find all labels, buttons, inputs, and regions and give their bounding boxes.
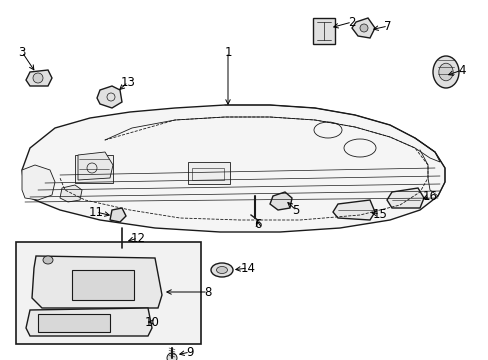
Polygon shape <box>386 188 423 208</box>
Polygon shape <box>22 165 55 200</box>
Text: 10: 10 <box>144 315 159 328</box>
Ellipse shape <box>33 73 43 83</box>
Ellipse shape <box>359 24 367 32</box>
Text: 4: 4 <box>457 63 465 77</box>
Text: 13: 13 <box>121 76 135 89</box>
Ellipse shape <box>43 256 53 264</box>
Text: 15: 15 <box>372 207 386 220</box>
Polygon shape <box>78 152 113 180</box>
Ellipse shape <box>167 353 177 360</box>
Ellipse shape <box>216 266 227 274</box>
Polygon shape <box>26 308 152 336</box>
Text: 1: 1 <box>224 45 231 58</box>
Bar <box>192 168 224 180</box>
Bar <box>75 155 113 183</box>
Text: 11: 11 <box>88 206 103 219</box>
Ellipse shape <box>210 263 232 277</box>
Text: 5: 5 <box>292 203 299 216</box>
Text: 9: 9 <box>186 346 193 359</box>
Polygon shape <box>26 70 52 86</box>
Bar <box>187 162 229 184</box>
Polygon shape <box>22 105 444 232</box>
Text: 3: 3 <box>18 45 26 58</box>
Bar <box>312 18 334 44</box>
Polygon shape <box>269 192 291 210</box>
Text: 7: 7 <box>384 19 391 32</box>
Bar <box>72 270 134 300</box>
Text: 2: 2 <box>347 15 355 28</box>
Text: 6: 6 <box>254 217 261 230</box>
Bar <box>38 314 110 332</box>
Ellipse shape <box>118 244 126 252</box>
Text: 12: 12 <box>130 231 145 244</box>
Polygon shape <box>60 185 82 202</box>
Polygon shape <box>332 200 374 220</box>
Polygon shape <box>110 208 126 222</box>
Text: 8: 8 <box>204 285 211 298</box>
Polygon shape <box>32 256 162 308</box>
Ellipse shape <box>438 63 452 81</box>
Bar <box>16 242 201 344</box>
Polygon shape <box>351 18 374 38</box>
Polygon shape <box>97 86 122 108</box>
Text: 16: 16 <box>422 189 437 202</box>
Text: 14: 14 <box>240 261 255 274</box>
Ellipse shape <box>432 56 458 88</box>
